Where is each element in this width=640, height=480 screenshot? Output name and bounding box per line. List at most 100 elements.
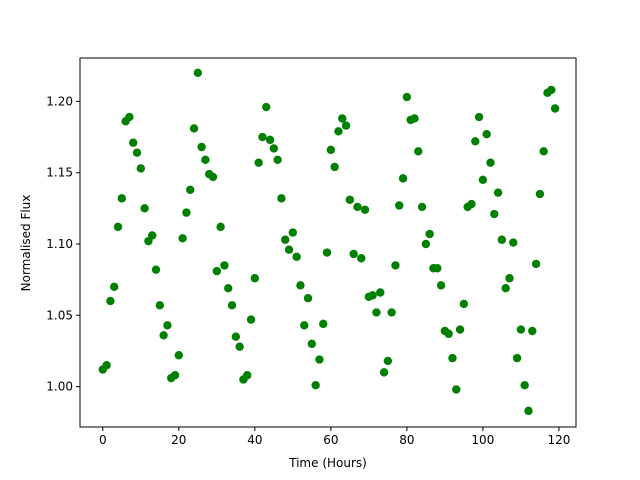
point <box>136 164 146 173</box>
point <box>182 208 191 217</box>
point <box>269 144 279 153</box>
x-tick-label: 0 <box>99 433 107 447</box>
point <box>284 245 294 254</box>
x-tick-label: 100 <box>471 433 494 447</box>
x-tick-label: 80 <box>399 433 414 447</box>
point <box>338 114 347 123</box>
point <box>265 135 275 145</box>
point <box>330 162 339 172</box>
point <box>334 127 343 136</box>
point <box>486 158 495 167</box>
point <box>455 325 465 334</box>
point <box>539 147 548 156</box>
point <box>398 174 408 183</box>
point <box>467 199 476 209</box>
point <box>277 194 286 203</box>
point <box>296 281 305 290</box>
point <box>189 124 199 133</box>
point <box>125 112 134 122</box>
point <box>129 138 138 147</box>
point <box>159 331 168 340</box>
point <box>322 248 332 257</box>
point <box>349 249 358 259</box>
point <box>341 121 351 130</box>
point <box>417 202 427 212</box>
point <box>117 194 127 203</box>
point <box>474 112 484 122</box>
point <box>421 239 431 249</box>
point <box>178 234 187 243</box>
point <box>174 351 184 360</box>
point <box>220 261 229 270</box>
point <box>102 361 111 370</box>
point <box>444 329 453 339</box>
point <box>524 406 533 416</box>
point <box>212 266 222 276</box>
point <box>493 188 503 197</box>
point <box>254 158 263 167</box>
point <box>326 145 336 155</box>
point <box>357 254 366 263</box>
point <box>163 321 172 330</box>
y-axis-label: Normalised Flux <box>19 195 33 292</box>
point <box>224 284 233 293</box>
x-tick-label: 40 <box>247 433 262 447</box>
point <box>303 293 313 303</box>
point <box>452 385 461 394</box>
point <box>516 325 526 334</box>
point <box>216 222 225 232</box>
point <box>132 148 142 157</box>
point <box>258 132 267 142</box>
point <box>201 155 210 165</box>
point <box>273 155 282 165</box>
point <box>512 353 522 363</box>
point <box>520 381 529 390</box>
x-axis-label: Time (Hours) <box>288 456 367 470</box>
point <box>170 371 180 380</box>
y-tick-label: 1.10 <box>46 237 73 251</box>
point <box>345 195 355 204</box>
point <box>208 172 218 182</box>
point <box>110 282 119 291</box>
point <box>433 264 442 273</box>
point <box>501 284 510 293</box>
point <box>482 129 491 139</box>
point <box>535 189 545 199</box>
point <box>383 356 393 366</box>
y-tick-label: 1.05 <box>46 308 73 322</box>
point <box>425 229 434 239</box>
point <box>315 355 324 364</box>
point <box>391 261 400 270</box>
point <box>193 68 203 78</box>
point <box>243 371 252 380</box>
point <box>550 104 560 113</box>
point <box>376 288 385 297</box>
point <box>197 142 206 152</box>
x-tick-label: 120 <box>547 433 570 447</box>
point <box>505 274 514 283</box>
point <box>372 308 381 317</box>
point <box>448 353 457 363</box>
point <box>292 252 301 262</box>
point <box>140 204 149 213</box>
point <box>231 332 241 341</box>
point <box>281 235 290 244</box>
point <box>300 321 309 330</box>
point <box>459 299 469 309</box>
point <box>311 381 320 390</box>
point <box>106 296 115 306</box>
point <box>148 231 157 240</box>
x-tick-label: 60 <box>323 433 338 447</box>
point <box>547 85 556 95</box>
point <box>497 235 507 244</box>
point <box>414 147 423 156</box>
point <box>246 315 256 324</box>
point <box>478 175 488 185</box>
x-tick-label: 20 <box>171 433 186 447</box>
point <box>360 205 370 214</box>
point <box>490 209 499 219</box>
point <box>395 201 404 210</box>
y-tick-label: 1.15 <box>46 166 73 180</box>
y-tick-label: 1.00 <box>46 380 73 394</box>
